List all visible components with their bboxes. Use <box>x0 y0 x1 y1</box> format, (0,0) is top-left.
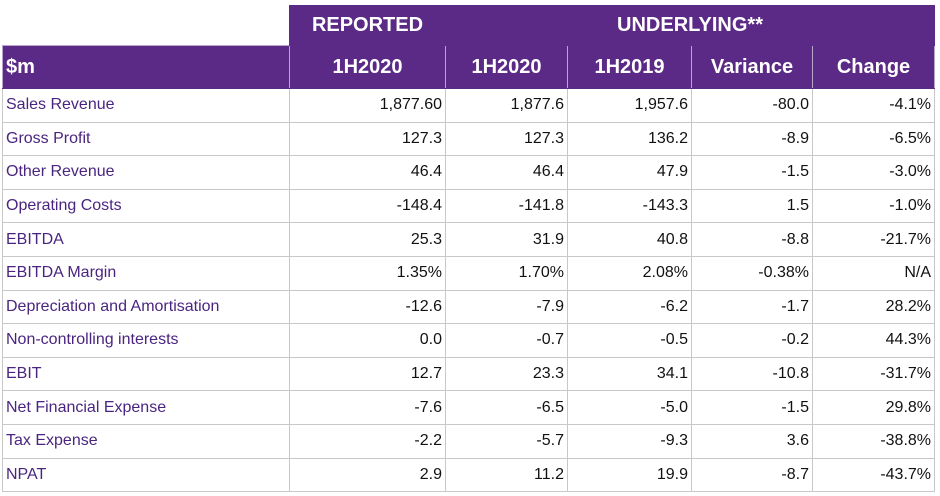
reported-1h2020-cell: -148.4 <box>289 188 446 224</box>
change-cell: -4.1% <box>811 88 936 123</box>
column-header-reported-1h2020: 1H2020 <box>289 45 446 89</box>
variance-cell: -10.8 <box>691 356 813 392</box>
underlying-1h2020-cell: 23.3 <box>445 356 568 392</box>
1h2019-cell: -143.3 <box>567 188 692 224</box>
row-label: EBITDA <box>2 222 290 257</box>
column-header-units: $m <box>2 45 290 89</box>
row-label: Depreciation and Amortisation <box>2 289 290 325</box>
variance-cell: -8.7 <box>691 457 813 493</box>
reported-1h2020-cell: 1.35% <box>289 255 446 291</box>
table-row: Tax Expense -2.2 -5.7 -9.3 3.6 -38.8% <box>2 423 936 459</box>
underlying-1h2020-cell: 11.2 <box>445 457 568 493</box>
variance-cell: -1.5 <box>691 390 813 425</box>
reported-1h2020-cell: -2.2 <box>289 423 446 459</box>
table-row: Sales Revenue 1,877.60 1,877.6 1,957.6 -80.0… <box>2 88 936 123</box>
table-row: Non-controlling interests 0.0 -0.7 -0.5 -0.2… <box>2 323 936 358</box>
column-header-variance: Variance <box>691 45 813 89</box>
variance-cell: -80.0 <box>691 88 813 123</box>
row-label: Net Financial Expense <box>2 390 290 425</box>
table-row: Net Financial Expense -7.6 -6.5 -5.0 -1.5 29.… <box>2 390 936 425</box>
table-row: EBITDA Margin 1.35% 1.70% 2.08% -0.38% N/A <box>2 255 936 291</box>
1h2019-cell: 47.9 <box>567 155 692 190</box>
variance-cell: -1.5 <box>691 155 813 190</box>
reported-1h2020-cell: 127.3 <box>289 121 446 157</box>
1h2019-cell: -6.2 <box>567 289 692 325</box>
row-label: EBITDA Margin <box>2 255 290 291</box>
reported-1h2020-cell: 1,877.60 <box>289 88 446 123</box>
reported-group-header: REPORTED <box>289 5 446 46</box>
group-header-row: REPORTED UNDERLYING** <box>2 5 936 46</box>
change-cell: -1.0% <box>811 188 936 224</box>
table-row: Gross Profit 127.3 127.3 136.2 -8.9 -6.5% <box>2 121 936 157</box>
1h2019-cell: -0.5 <box>567 323 692 358</box>
column-header-underlying-1h2020: 1H2020 <box>445 45 568 89</box>
table-row: NPAT 2.9 11.2 19.9 -8.7 -43.7% <box>2 457 936 493</box>
row-label: Tax Expense <box>2 423 290 459</box>
variance-cell: 3.6 <box>691 423 813 459</box>
reported-1h2020-cell: 0.0 <box>289 323 446 358</box>
table-row: EBITDA 25.3 31.9 40.8 -8.8 -21.7% <box>2 222 936 257</box>
change-cell: 29.8% <box>811 390 936 425</box>
column-header-row: $m 1H2020 1H2020 1H2019 Variance Change <box>2 45 936 89</box>
1h2019-cell: 136.2 <box>567 121 692 157</box>
variance-cell: 1.5 <box>691 188 813 224</box>
financial-results-table: REPORTED UNDERLYING** $m 1H2020 1H2020 1… <box>2 5 936 493</box>
underlying-1h2020-cell: 1,877.6 <box>445 88 568 123</box>
underlying-1h2020-cell: -6.5 <box>445 390 568 425</box>
underlying-1h2020-cell: -141.8 <box>445 188 568 224</box>
reported-1h2020-cell: 46.4 <box>289 155 446 190</box>
variance-cell: -0.38% <box>691 255 813 291</box>
change-cell: -21.7% <box>811 222 936 257</box>
1h2019-cell: 2.08% <box>567 255 692 291</box>
change-cell: 44.3% <box>811 323 936 358</box>
row-label: Operating Costs <box>2 188 290 224</box>
row-label: Gross Profit <box>2 121 290 157</box>
underlying-1h2020-cell: -5.7 <box>445 423 568 459</box>
variance-cell: -1.7 <box>691 289 813 325</box>
1h2019-cell: 19.9 <box>567 457 692 493</box>
column-header-1h2019: 1H2019 <box>567 45 692 89</box>
reported-1h2020-cell: -7.6 <box>289 390 446 425</box>
change-cell: -31.7% <box>811 356 936 392</box>
reported-1h2020-cell: -12.6 <box>289 289 446 325</box>
change-cell: -6.5% <box>811 121 936 157</box>
reported-1h2020-cell: 25.3 <box>289 222 446 257</box>
change-cell: -43.7% <box>811 457 936 493</box>
row-label: Sales Revenue <box>2 88 290 123</box>
variance-cell: -0.2 <box>691 323 813 358</box>
change-cell: -38.8% <box>811 423 936 459</box>
row-label: Non-controlling interests <box>2 323 290 358</box>
reported-1h2020-cell: 2.9 <box>289 457 446 493</box>
variance-cell: -8.8 <box>691 222 813 257</box>
1h2019-cell: -9.3 <box>567 423 692 459</box>
row-label: NPAT <box>2 457 290 493</box>
underlying-group-header: UNDERLYING** <box>444 5 936 46</box>
blank-corner-cell <box>2 5 290 46</box>
table-body: REPORTED UNDERLYING** $m 1H2020 1H2020 1… <box>2 5 936 493</box>
underlying-1h2020-cell: 1.70% <box>445 255 568 291</box>
underlying-1h2020-cell: -0.7 <box>445 323 568 358</box>
column-header-change: Change <box>811 45 936 89</box>
table-row: Other Revenue 46.4 46.4 47.9 -1.5 -3.0% <box>2 155 936 190</box>
change-cell: -3.0% <box>811 155 936 190</box>
table-row: Operating Costs -148.4 -141.8 -143.3 1.5 -1.0… <box>2 188 936 224</box>
underlying-1h2020-cell: 127.3 <box>445 121 568 157</box>
row-label: Other Revenue <box>2 155 290 190</box>
change-cell: 28.2% <box>811 289 936 325</box>
1h2019-cell: 1,957.6 <box>567 88 692 123</box>
1h2019-cell: 34.1 <box>567 356 692 392</box>
change-cell: N/A <box>811 255 936 291</box>
1h2019-cell: -5.0 <box>567 390 692 425</box>
underlying-1h2020-cell: -7.9 <box>445 289 568 325</box>
table-row: EBIT 12.7 23.3 34.1 -10.8 -31.7% <box>2 356 936 392</box>
table-row: Depreciation and Amortisation -12.6 -7.9 -6… <box>2 289 936 325</box>
reported-1h2020-cell: 12.7 <box>289 356 446 392</box>
1h2019-cell: 40.8 <box>567 222 692 257</box>
underlying-1h2020-cell: 46.4 <box>445 155 568 190</box>
underlying-1h2020-cell: 31.9 <box>445 222 568 257</box>
variance-cell: -8.9 <box>691 121 813 157</box>
row-label: EBIT <box>2 356 290 392</box>
